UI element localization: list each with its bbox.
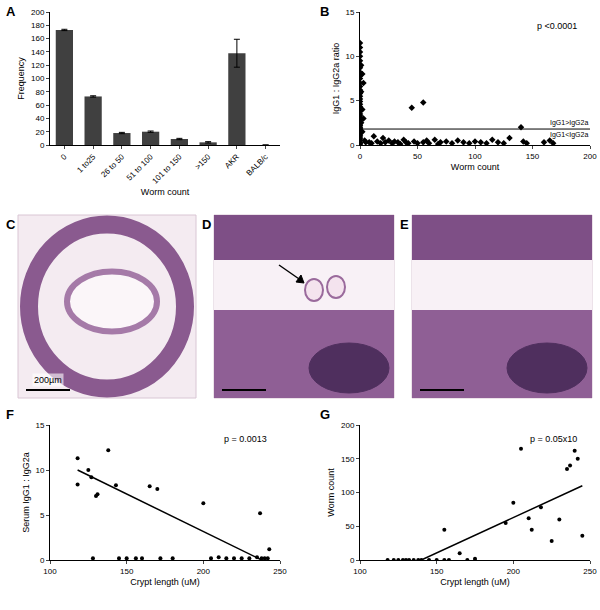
svg-text:Worm count: Worm count — [326, 468, 336, 517]
svg-text:100: 100 — [31, 74, 45, 83]
svg-text:20: 20 — [35, 128, 44, 137]
svg-text:1 to25: 1 to25 — [75, 152, 97, 174]
svg-text:250: 250 — [583, 567, 597, 576]
svg-text:60: 60 — [35, 101, 44, 110]
svg-text:0: 0 — [350, 141, 355, 150]
svg-text:B: B — [320, 4, 329, 19]
svg-text:100: 100 — [353, 567, 367, 576]
svg-text:Worm count: Worm count — [141, 187, 190, 197]
svg-text:50: 50 — [345, 522, 354, 531]
svg-text:140: 140 — [31, 48, 45, 57]
svg-text:5: 5 — [40, 511, 45, 520]
svg-text:Serum IgG1 : IgG2a: Serum IgG1 : IgG2a — [21, 452, 31, 533]
svg-text:120: 120 — [31, 61, 45, 70]
svg-text:E: E — [400, 217, 409, 232]
svg-text:200: 200 — [583, 152, 597, 161]
svg-text:26 to 50: 26 to 50 — [99, 152, 126, 179]
svg-text:Frequency: Frequency — [16, 57, 26, 100]
svg-text:200: 200 — [31, 8, 45, 17]
svg-text:160: 160 — [31, 34, 45, 43]
svg-text:10: 10 — [345, 52, 354, 61]
svg-text:80: 80 — [35, 88, 44, 97]
svg-text:150: 150 — [120, 567, 134, 576]
svg-text:200µm: 200µm — [34, 375, 62, 385]
svg-text:200: 200 — [341, 421, 355, 430]
svg-text:250: 250 — [273, 567, 287, 576]
svg-text:AKR: AKR — [223, 152, 241, 170]
svg-text:180: 180 — [31, 21, 45, 30]
svg-text:0: 0 — [358, 152, 363, 161]
svg-text:IgG1>IgG2a: IgG1>IgG2a — [550, 119, 588, 127]
svg-text:150: 150 — [341, 455, 355, 464]
svg-text:5: 5 — [350, 96, 355, 105]
svg-text:50: 50 — [413, 152, 422, 161]
svg-text:100: 100 — [43, 567, 57, 576]
svg-text:0: 0 — [40, 141, 45, 150]
svg-text:IgG1<IgG2a: IgG1<IgG2a — [550, 131, 588, 139]
svg-text:200: 200 — [197, 567, 211, 576]
svg-text:0: 0 — [40, 556, 45, 565]
svg-text:p <0.0001: p <0.0001 — [537, 21, 577, 31]
svg-text:15: 15 — [345, 8, 354, 17]
svg-text:100: 100 — [341, 488, 355, 497]
svg-text:51 to 100: 51 to 100 — [125, 152, 155, 182]
svg-text:IgG1 : IgG2a ratio: IgG1 : IgG2a ratio — [331, 43, 341, 115]
svg-text:C: C — [6, 217, 16, 232]
svg-text:F: F — [6, 407, 14, 422]
svg-text:BALB/c: BALB/c — [245, 152, 270, 177]
svg-text:10: 10 — [35, 466, 44, 475]
svg-text:p = 0.0013: p = 0.0013 — [224, 434, 267, 444]
svg-text:0: 0 — [59, 152, 69, 162]
svg-text:G: G — [320, 407, 330, 422]
svg-text:150: 150 — [430, 567, 444, 576]
svg-text:0: 0 — [350, 556, 355, 565]
svg-text:100: 100 — [468, 152, 482, 161]
svg-text:A: A — [6, 4, 16, 19]
svg-text:Worm count: Worm count — [451, 162, 500, 172]
svg-text:D: D — [202, 217, 211, 232]
svg-text:Crypt length (uM): Crypt length (uM) — [130, 577, 200, 587]
svg-text:p = 0.05x10: p = 0.05x10 — [530, 434, 577, 444]
svg-text:101 to 150: 101 to 150 — [151, 152, 184, 185]
svg-text:Crypt length (uM): Crypt length (uM) — [440, 577, 510, 587]
svg-text:>150: >150 — [193, 152, 212, 171]
svg-text:200: 200 — [507, 567, 521, 576]
svg-text:150: 150 — [526, 152, 540, 161]
svg-text:15: 15 — [35, 421, 44, 430]
svg-text:40: 40 — [35, 114, 44, 123]
